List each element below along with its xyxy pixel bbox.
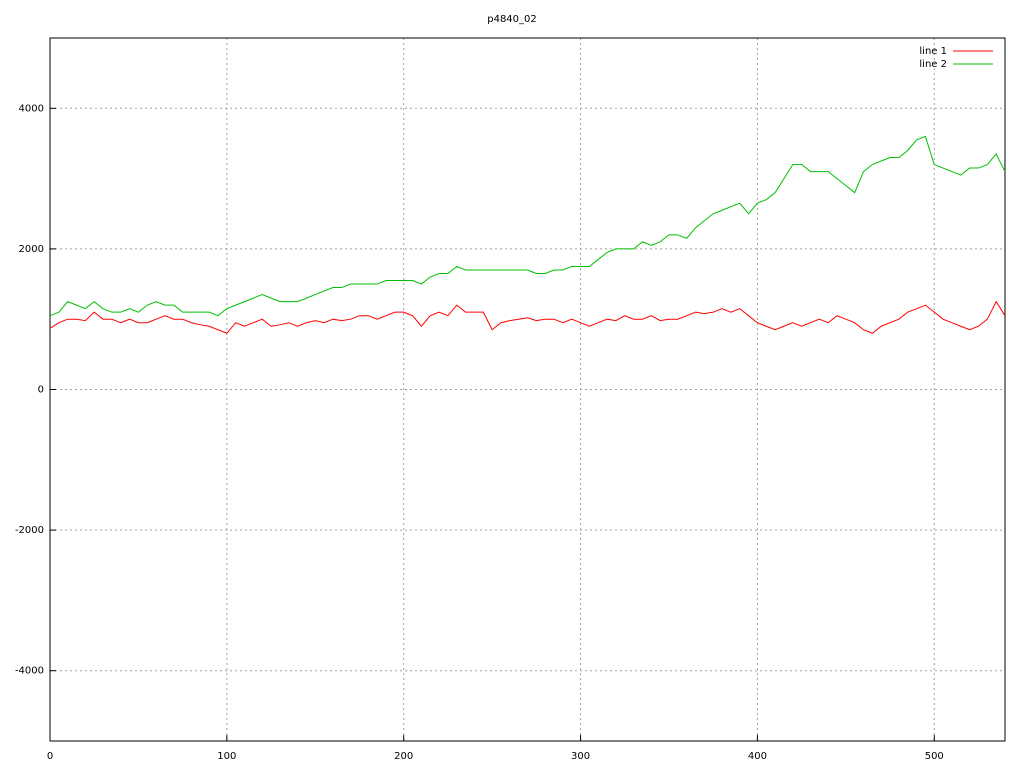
- series-line: [49, 135, 1006, 317]
- x-tick-label: 400: [748, 751, 767, 762]
- series-line: [49, 300, 1006, 334]
- x-tick-label: 300: [571, 751, 590, 762]
- y-tick-label: 0: [38, 385, 44, 396]
- legend-label: line 2: [919, 59, 947, 70]
- x-tick-label: 0: [47, 751, 53, 762]
- x-tick-label: 100: [217, 751, 236, 762]
- legend-label: line 1: [919, 46, 947, 57]
- chart-title: p4840_02: [487, 14, 537, 25]
- y-tick-label: 4000: [19, 103, 44, 114]
- plot-border: [49, 37, 1006, 742]
- y-tick-label: -4000: [15, 666, 44, 677]
- y-tick-label: 2000: [19, 244, 44, 255]
- x-tick-label: 500: [925, 751, 944, 762]
- x-tick-label: 200: [394, 751, 413, 762]
- y-tick-label: -2000: [15, 525, 44, 536]
